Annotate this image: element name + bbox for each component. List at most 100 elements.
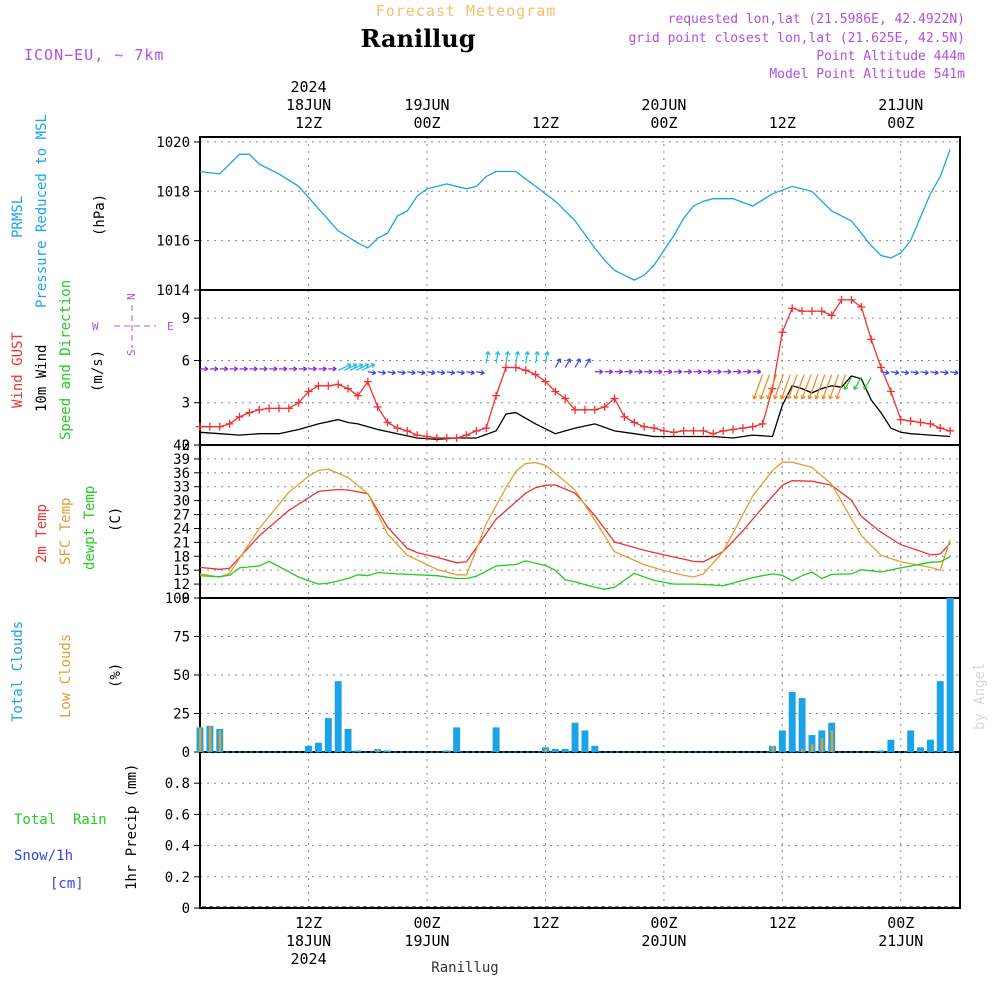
wind-arrow-shaft [485, 351, 489, 364]
wind-arrow-shaft [436, 371, 445, 374]
gust-point [472, 426, 481, 435]
wind-arrow [759, 374, 771, 400]
wind-arrow [800, 374, 812, 400]
gust-point [393, 424, 402, 433]
wind-arrow-head [808, 396, 813, 400]
cloud-tick-label: 0 [182, 745, 190, 761]
temp-tick-label: 9 [182, 591, 190, 607]
gust-point [620, 412, 629, 421]
wind-arrow [713, 369, 722, 375]
wind-arrow [564, 358, 571, 368]
footer-location: Ranillug [431, 960, 498, 976]
wind-arrow-head [204, 366, 209, 370]
wind-arrow-shaft [476, 371, 485, 374]
compass-w: W [92, 320, 99, 333]
gust-point [353, 391, 362, 400]
wind-arrow-shaft [337, 363, 352, 371]
wind-arrow-head [737, 371, 742, 375]
wind-arrow-head [678, 371, 683, 375]
wind-arrow [644, 369, 653, 375]
wind-arrow-head [534, 351, 539, 355]
wind-arrow-shaft [794, 374, 805, 400]
wind-arrow-head [556, 358, 561, 362]
total-cloud-bar [798, 698, 806, 752]
gust-point [492, 391, 501, 400]
total-cloud-bar [344, 728, 352, 752]
gust-point [225, 419, 234, 428]
wind-arrow-head [658, 369, 663, 373]
gust-point [807, 307, 816, 316]
total-cloud-bar [571, 722, 579, 752]
wind-arrow-head [371, 364, 376, 369]
wind-arrow-head [760, 396, 765, 400]
wind-arrow [200, 366, 209, 372]
gust-point [373, 402, 382, 411]
time-label: 12Z [295, 914, 322, 932]
gust-point [640, 422, 649, 431]
wind-arrow-head [844, 387, 849, 391]
wind-arrow-shaft [801, 374, 812, 400]
wind-arrow-head [224, 366, 229, 370]
compass-n: N [125, 293, 138, 300]
wind-arrow-head [401, 372, 406, 376]
wind-arrow-head [470, 372, 475, 376]
time-label: 00Z [413, 114, 440, 132]
wind-tick-label: 3 [182, 396, 190, 412]
wind-dir-label: Speed and Direction [58, 280, 74, 440]
credit-watermark: by Angel [972, 663, 988, 730]
wind-arrow-head [801, 396, 806, 400]
wind-arrow-head [546, 351, 550, 356]
wind-arrow [624, 369, 633, 375]
wind-arrow-head [576, 358, 581, 362]
gust-point [679, 426, 688, 435]
precip-tick-label: 0.6 [165, 807, 190, 823]
wind-arrow-head [915, 369, 919, 374]
wind-arrow [742, 369, 752, 375]
wind-arrow-head [303, 368, 308, 372]
wind-arrow-head [253, 368, 258, 372]
gust-point [423, 432, 432, 441]
snow-unit: [cm] [50, 876, 84, 892]
pressure-line [199, 149, 951, 281]
compass-e: E [167, 320, 174, 333]
precip-panel: 0.8 0.6 0.4 0.2 0 [165, 751, 961, 917]
wind-arrow-head [954, 369, 959, 374]
wind-arrow-shaft [355, 363, 369, 371]
wind-arrow-shaft [446, 371, 455, 374]
wind-arrow [298, 366, 308, 372]
gust-point [255, 405, 264, 414]
total-cloud-bar [808, 735, 816, 752]
gust-point [334, 380, 343, 389]
gust-point [788, 304, 797, 313]
wind-arrow [219, 366, 229, 372]
wind-arrow-head [793, 394, 796, 400]
temp-tick-label: 21 [173, 535, 190, 551]
wind-arrow [807, 374, 819, 400]
gust-point [946, 426, 955, 435]
wind-arrow-head [233, 368, 238, 372]
wind-arrow-head [372, 369, 377, 374]
product-title: Forecast Meteogram [376, 2, 557, 20]
total-cloud-bar [384, 750, 391, 752]
wind-arrow-shaft [808, 374, 819, 400]
wind-arrow-head [954, 372, 959, 376]
time-label: 21JUN [878, 96, 923, 114]
precip-tick-label: 0.4 [165, 839, 190, 855]
precip-tick-label: 0 [182, 901, 190, 917]
wind-arrow [772, 374, 784, 400]
wind-arrow-shaft [863, 377, 872, 390]
total-cloud-bar [591, 745, 599, 752]
wind-arrow-head [687, 369, 692, 373]
total-cloud-bar [561, 748, 569, 752]
gust-point [877, 363, 886, 372]
wind-arrow-head [273, 366, 278, 370]
point-altitude: Point Altitude 444m [816, 49, 965, 64]
time-label: 00Z [650, 914, 677, 932]
gust-point [245, 408, 254, 417]
wind-arrow-head [312, 368, 317, 372]
wind-arrow-head [204, 368, 209, 372]
wind-arrow-head [794, 396, 799, 400]
snow-label: Snow/1h [14, 848, 73, 864]
